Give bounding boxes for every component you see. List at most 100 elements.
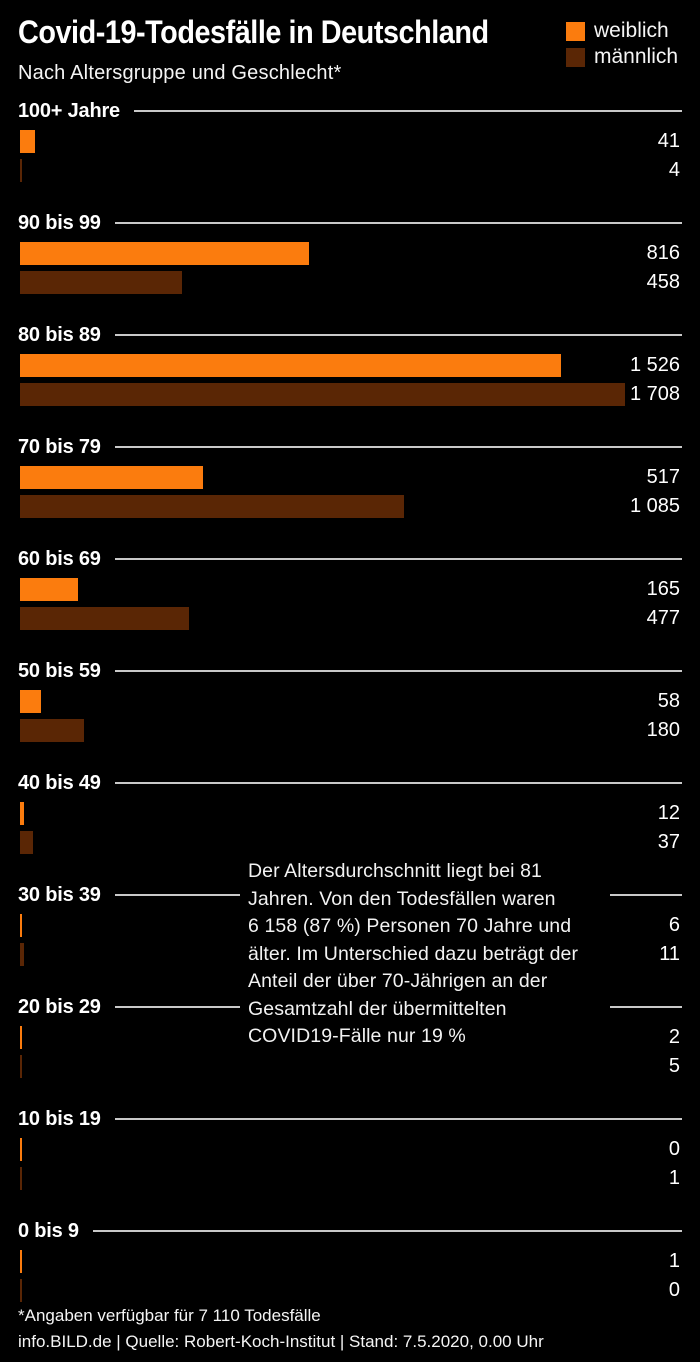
- bar-row: 1 708: [18, 383, 682, 406]
- age-group-label: 60 bis 69: [18, 547, 101, 570]
- legend-item-maennlich: männlich: [566, 45, 678, 69]
- age-group-header: 100+ Jahre: [18, 99, 682, 123]
- bar-row: 816: [18, 242, 682, 265]
- age-group-rule: [114, 558, 682, 560]
- age-group-rule: [114, 222, 682, 224]
- bar-maennlich: [20, 271, 182, 294]
- age-group: 10 bis 19 0 1: [18, 1107, 682, 1197]
- annotation-line: COVID19-Fälle nur 19 %: [248, 1025, 466, 1047]
- age-group-rule: [92, 1230, 682, 1232]
- bar-weiblich: [20, 130, 35, 153]
- age-group-header: 60 bis 69: [18, 547, 682, 571]
- bar-row: 165: [18, 578, 682, 601]
- value-weiblich: 165: [646, 578, 680, 600]
- legend-label-maennlich: männlich: [594, 45, 679, 68]
- value-maennlich: 1 085: [629, 495, 680, 517]
- legend-swatch: [566, 21, 585, 41]
- value-weiblich: 1: [668, 1250, 680, 1272]
- bar-maennlich: [20, 943, 24, 966]
- age-group-header: 80 bis 89: [18, 323, 682, 347]
- page-subtitle: Nach Altersgruppe und Geschlecht*: [18, 62, 342, 84]
- age-group: 100+ Jahre 41 4: [18, 99, 682, 189]
- bar-row: 6: [18, 914, 682, 937]
- footnote: *Angaben verfügbar für 7 110 Todesfälle: [18, 1306, 321, 1325]
- bar-row: 4: [18, 159, 682, 182]
- annotation-line: 6 158 (87 %) Personen 70 Jahre und: [248, 915, 572, 937]
- bar-row: 0: [18, 1279, 682, 1302]
- age-group-header: 10 bis 19: [18, 1107, 682, 1131]
- bar-weiblich: [20, 578, 78, 601]
- bar-weiblich: [20, 1138, 22, 1161]
- value-weiblich: 6: [668, 914, 680, 936]
- age-group: 40 bis 49 12 37: [18, 771, 682, 861]
- annotation-line: Der Altersdurchschnitt liegt bei 81: [248, 860, 542, 882]
- bar-row: 2: [18, 1026, 682, 1049]
- bar-row: 180: [18, 719, 682, 742]
- age-group-rule: [114, 670, 682, 672]
- annotation-line: Anteil der über 70-Jährigen an der: [248, 970, 548, 992]
- bar-row: 0: [18, 1138, 682, 1161]
- bar-maennlich: [20, 831, 33, 854]
- bar-row: 477: [18, 607, 682, 630]
- bar-weiblich: [20, 466, 203, 489]
- annotation-line: Jahren. Von den Todesfällen waren: [248, 887, 556, 910]
- bar-row: 11: [18, 943, 682, 966]
- age-group: 50 bis 59 58 180: [18, 659, 682, 749]
- value-weiblich: 1 526: [629, 354, 680, 376]
- age-group-rule: [114, 1118, 682, 1120]
- bar-weiblich: [20, 1250, 22, 1273]
- value-maennlich: 180: [646, 719, 680, 741]
- age-group-label: 50 bis 59: [18, 659, 101, 682]
- age-group-header: 50 bis 59: [18, 659, 682, 683]
- value-weiblich: 0: [668, 1138, 680, 1160]
- value-weiblich: 41: [657, 130, 680, 152]
- bar-row: 1: [18, 1167, 682, 1190]
- annotation-line: Gesamtzahl der übermittelten: [248, 997, 507, 1020]
- legend-item-weiblich: weiblich: [566, 19, 669, 43]
- bar-weiblich: [20, 914, 22, 937]
- value-weiblich: 517: [646, 466, 680, 488]
- age-group: 0 bis 9 1 0: [18, 1219, 682, 1309]
- age-group-header: 0 bis 9: [18, 1219, 682, 1243]
- value-weiblich: 816: [646, 242, 680, 264]
- value-weiblich: 58: [657, 690, 680, 712]
- age-group-header: 40 bis 49: [18, 771, 682, 795]
- bar-maennlich: [20, 1279, 22, 1302]
- age-group-label: 90 bis 99: [18, 211, 101, 234]
- age-group-label: 40 bis 49: [18, 771, 101, 794]
- bar-maennlich: [20, 719, 84, 742]
- age-group: 60 bis 69 165 477: [18, 547, 682, 637]
- age-group-header: 70 bis 79: [18, 435, 682, 459]
- bar-row: 517: [18, 466, 682, 489]
- bar-maennlich: [20, 1055, 22, 1078]
- bar-maennlich: [20, 159, 22, 182]
- bar-weiblich: [20, 690, 41, 713]
- bar-maennlich: [20, 607, 189, 630]
- age-group: 80 bis 89 1 526 1 708: [18, 323, 682, 413]
- bar-row: 1: [18, 1250, 682, 1273]
- legend-label-weiblich: weiblich: [594, 19, 669, 42]
- value-maennlich: 4: [668, 159, 680, 181]
- bar-maennlich: [20, 495, 404, 518]
- source-line: info.BILD.de | Quelle: Robert-Koch-Insti…: [18, 1332, 544, 1351]
- bar-weiblich: [20, 242, 309, 265]
- value-maennlich: 1 708: [629, 383, 680, 405]
- bar-row: 37: [18, 831, 682, 854]
- value-maennlich: 11: [659, 943, 680, 965]
- value-maennlich: 37: [657, 831, 680, 853]
- value-weiblich: 2: [668, 1026, 680, 1048]
- age-group-rule: [114, 334, 682, 336]
- value-maennlich: 477: [646, 607, 680, 629]
- value-maennlich: 1: [668, 1167, 680, 1189]
- age-group-header: 90 bis 99: [18, 211, 682, 235]
- legend-swatch: [566, 47, 585, 67]
- age-group-label: 80 bis 89: [18, 323, 101, 346]
- bar-row: 12: [18, 802, 682, 825]
- age-group-rule: [114, 446, 682, 448]
- value-maennlich: 5: [668, 1055, 680, 1077]
- bar-maennlich: [20, 383, 625, 406]
- bar-row: 41: [18, 130, 682, 153]
- age-group-rule: [133, 110, 682, 112]
- page-title: Covid-19-Todesfälle in Deutschland: [18, 14, 489, 50]
